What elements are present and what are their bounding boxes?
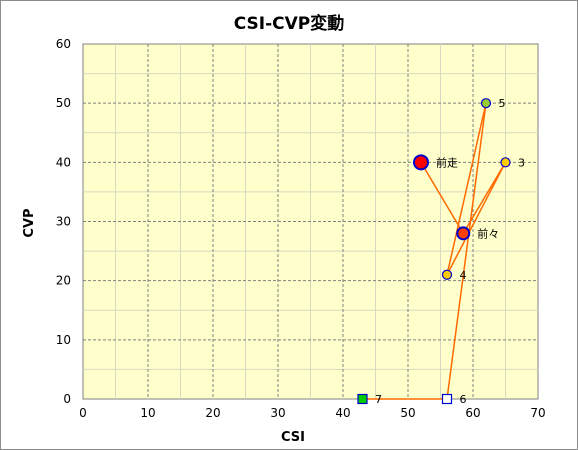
y-tick-label: 0 [63, 392, 71, 406]
point-label: 6 [460, 393, 467, 406]
y-tick-label: 10 [56, 333, 71, 347]
point-label: 前々 [477, 226, 499, 240]
connection-line [446, 103, 487, 275]
data-points [357, 98, 511, 405]
chart-title: CSI-CVP変動 [234, 13, 345, 34]
point-label: 5 [499, 97, 506, 110]
y-tick-label: 20 [56, 274, 71, 288]
x-axis-ticks: 0 10 20 30 40 50 60 70 [79, 406, 545, 420]
connection-line [420, 161, 464, 234]
x-tick-label: 50 [400, 406, 415, 420]
data-point [413, 154, 429, 171]
y-tick-label: 60 [56, 37, 71, 51]
x-tick-label: 60 [465, 406, 480, 420]
y-tick-label: 40 [56, 155, 71, 169]
x-tick-label: 30 [270, 406, 285, 420]
data-point [480, 98, 492, 109]
data-point [456, 226, 471, 241]
point-label: 4 [460, 269, 467, 282]
y-tick-label: 50 [56, 96, 71, 110]
data-point [500, 157, 511, 168]
data-point [357, 393, 368, 405]
point-label: 3 [518, 156, 525, 169]
connection-line [446, 161, 507, 276]
x-tick-label: 0 [79, 406, 87, 420]
x-tick-label: 10 [140, 406, 155, 420]
data-point [441, 393, 453, 405]
data-point [441, 269, 453, 280]
x-tick-label: 70 [530, 406, 545, 420]
point-label: 前走 [436, 155, 458, 169]
connection-line [446, 103, 487, 400]
y-tick-label: 30 [56, 215, 71, 229]
major-grid [83, 44, 538, 399]
point-label: 7 [375, 393, 382, 406]
connection-lines [362, 103, 507, 400]
x-tick-label: 20 [205, 406, 220, 420]
y-axis-title: CVP [22, 208, 37, 237]
x-tick-label: 40 [335, 406, 350, 420]
y-axis-ticks: 0 10 20 30 40 50 60 [56, 37, 71, 406]
x-axis-title: CSI [281, 430, 305, 445]
